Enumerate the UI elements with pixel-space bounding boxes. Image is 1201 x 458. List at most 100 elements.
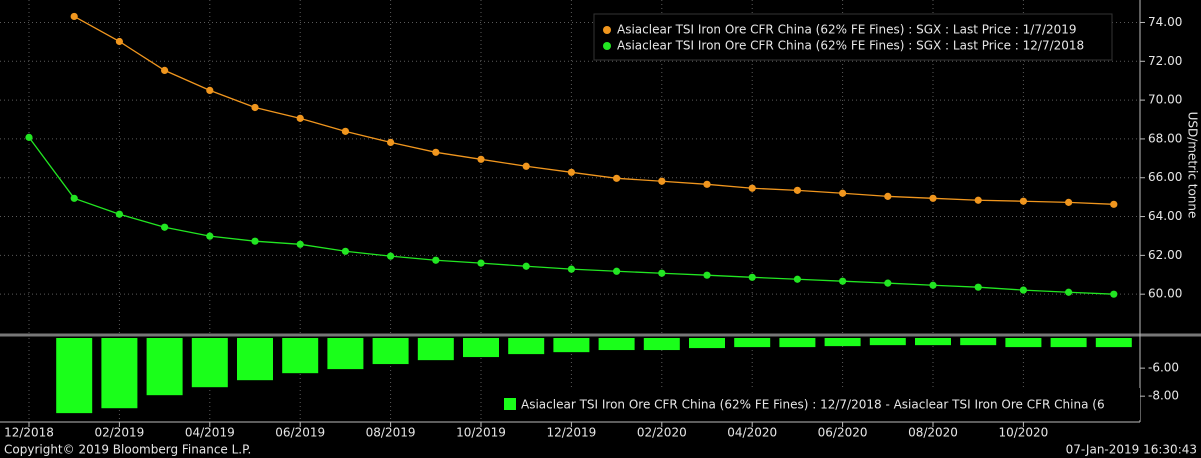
legend-box xyxy=(593,13,1113,61)
data-point xyxy=(974,196,982,204)
data-point xyxy=(522,262,530,270)
data-point xyxy=(477,155,485,163)
data-point xyxy=(658,177,666,185)
y-tick-label: 74.00 xyxy=(1148,15,1182,29)
bar xyxy=(824,338,861,347)
data-point xyxy=(1019,286,1027,294)
bar xyxy=(643,338,680,351)
data-point xyxy=(1110,290,1118,298)
bar xyxy=(372,338,409,365)
legend-box xyxy=(496,388,1140,420)
x-tick-label: 10/2019 xyxy=(456,426,506,440)
bar xyxy=(101,338,138,409)
y-tick-label: 72.00 xyxy=(1148,54,1182,68)
data-point xyxy=(432,148,440,156)
bar xyxy=(56,338,93,414)
data-point xyxy=(70,12,78,21)
data-point xyxy=(748,184,756,192)
bar xyxy=(553,338,590,353)
data-point xyxy=(703,180,711,188)
x-tick-label: 06/2020 xyxy=(818,426,868,440)
data-point xyxy=(974,283,982,291)
copyright: Copyright© 2019 Bloomberg Finance L.P. xyxy=(4,443,251,457)
data-point xyxy=(613,174,621,182)
data-point xyxy=(839,277,847,285)
bar xyxy=(869,338,906,346)
bar xyxy=(508,338,545,355)
data-point xyxy=(251,237,259,245)
legend-label: Asiaclear TSI Iron Ore CFR China (62% FE… xyxy=(521,398,1105,412)
data-point xyxy=(70,194,78,202)
data-point xyxy=(206,232,214,240)
bar xyxy=(1005,338,1042,348)
legend-marker xyxy=(603,26,611,34)
data-point xyxy=(296,114,304,122)
bar xyxy=(191,338,228,388)
bar xyxy=(1095,338,1132,348)
legend-label: Asiaclear TSI Iron Ore CFR China (62% FE… xyxy=(617,39,1084,53)
data-point xyxy=(115,210,123,218)
y-tick-label: 70.00 xyxy=(1148,93,1182,107)
data-point xyxy=(1110,200,1118,208)
data-point xyxy=(522,162,530,170)
y-tick-label: 64.00 xyxy=(1148,209,1182,223)
x-tick-label: 06/2019 xyxy=(275,426,325,440)
bar xyxy=(463,338,499,358)
y-tick-label: 60.00 xyxy=(1148,287,1182,301)
data-point xyxy=(658,269,666,277)
data-point xyxy=(929,281,937,289)
x-tick-label: 04/2019 xyxy=(185,426,235,440)
y-tick-label: -6.00 xyxy=(1148,361,1179,375)
bar xyxy=(146,338,183,396)
bar xyxy=(960,338,997,346)
bar xyxy=(237,338,273,381)
legend-marker xyxy=(603,42,611,50)
data-point xyxy=(341,127,349,135)
data-point xyxy=(793,275,802,283)
data-point xyxy=(251,103,259,112)
x-tick-label: 02/2020 xyxy=(637,426,687,440)
data-point xyxy=(793,186,802,194)
legend-label: Asiaclear TSI Iron Ore CFR China (62% FE… xyxy=(617,23,1077,37)
data-point xyxy=(748,273,756,281)
bar xyxy=(1050,338,1087,348)
data-point xyxy=(929,194,937,202)
legend-marker xyxy=(504,398,516,410)
bar xyxy=(282,338,319,374)
bar xyxy=(734,338,771,348)
data-point xyxy=(387,138,395,147)
data-point xyxy=(296,240,304,248)
y-tick-label: 62.00 xyxy=(1148,248,1182,262)
series-line xyxy=(73,15,1114,205)
data-point xyxy=(567,265,576,273)
bar xyxy=(779,338,816,348)
data-point xyxy=(115,37,123,46)
bar xyxy=(598,338,635,351)
data-point xyxy=(884,279,892,287)
data-point xyxy=(25,133,33,141)
data-point xyxy=(206,86,214,94)
data-point xyxy=(161,223,169,231)
timestamp: 07-Jan-2019 16:30:43 xyxy=(1066,443,1197,457)
data-point xyxy=(341,247,349,255)
y-tick-label: 68.00 xyxy=(1148,131,1182,145)
data-point xyxy=(1065,198,1073,206)
bar xyxy=(417,338,454,361)
x-tick-label: 10/2020 xyxy=(998,426,1048,440)
bar xyxy=(689,338,725,349)
data-point xyxy=(839,189,847,197)
data-point xyxy=(432,256,440,264)
data-point xyxy=(703,271,711,279)
y-tick-label: -8.00 xyxy=(1148,389,1179,403)
bar xyxy=(327,338,364,370)
x-tick-label: 08/2020 xyxy=(908,426,958,440)
data-point xyxy=(884,192,892,200)
x-tick-label: 04/2020 xyxy=(727,426,777,440)
data-point xyxy=(161,66,169,75)
y-axis-label: USD/metric tonne xyxy=(1186,112,1200,219)
data-point xyxy=(613,267,621,275)
data-point xyxy=(477,259,485,267)
bar xyxy=(915,338,951,346)
x-tick-label: 08/2019 xyxy=(366,426,416,440)
